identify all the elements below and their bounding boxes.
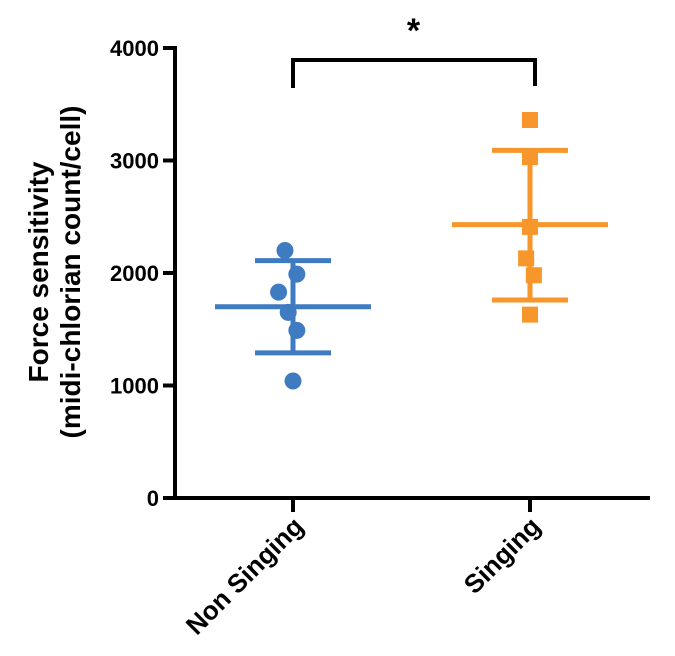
data-point <box>288 321 306 339</box>
y-tick-label: 3000 <box>110 149 159 174</box>
x-tick-label: Singing <box>458 511 547 600</box>
x-tick-label: Non Singing <box>180 511 309 640</box>
y-tick-label: 2000 <box>110 261 159 286</box>
y-axis-title: Force sensitivity (midi-chlorian count/c… <box>23 106 86 439</box>
data-point <box>522 112 538 128</box>
y-ticks: 0 1000 2000 3000 4000 <box>110 36 175 511</box>
y-axis-title-line1: Force sensitivity <box>23 161 54 382</box>
data-point <box>288 265 306 283</box>
axes <box>173 46 650 500</box>
error-bars <box>215 147 608 356</box>
data-point <box>522 218 538 235</box>
data-point <box>518 250 535 267</box>
data-point <box>522 149 538 166</box>
significance-bracket: * <box>291 12 537 88</box>
data-point <box>276 242 294 259</box>
y-tick-label: 4000 <box>110 36 159 61</box>
significance-label: * <box>407 12 421 50</box>
data-points <box>270 112 542 390</box>
significance-bracket-line <box>291 58 537 88</box>
data-point <box>279 303 297 321</box>
x-ticks: Non Singing Singing <box>180 498 546 640</box>
y-tick-label: 1000 <box>110 374 159 399</box>
data-point <box>270 283 288 301</box>
data-point <box>525 267 542 284</box>
y-axis-title-line2: (midi-chlorian count/cell) <box>55 106 86 439</box>
data-point <box>284 372 302 390</box>
data-point <box>522 306 538 323</box>
y-tick-label: 0 <box>147 486 159 511</box>
